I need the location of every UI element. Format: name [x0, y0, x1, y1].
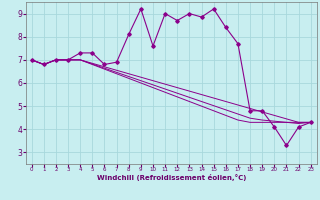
X-axis label: Windchill (Refroidissement éolien,°C): Windchill (Refroidissement éolien,°C) [97, 174, 246, 181]
